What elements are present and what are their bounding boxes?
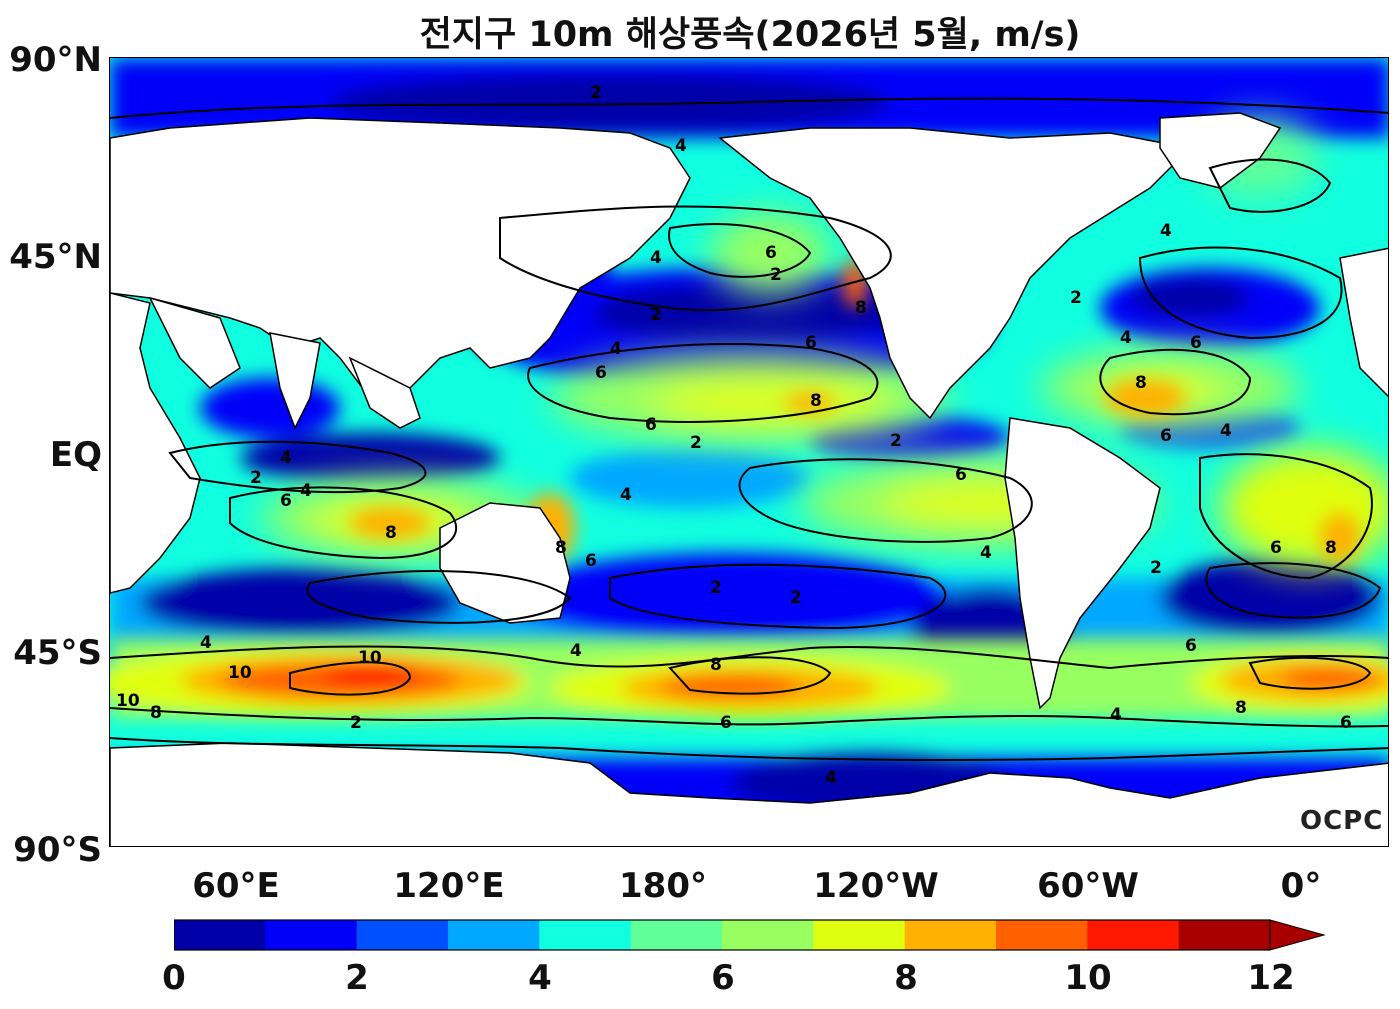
contour-label: 4 <box>570 641 582 661</box>
contour-label: 6 <box>595 363 607 383</box>
contour-label: 6 <box>1340 713 1352 733</box>
colorbar-segment <box>174 920 266 950</box>
colorbar-tick-4: 4 <box>528 958 552 998</box>
colorbar-tick-2: 2 <box>345 958 369 998</box>
contour-label: 6 <box>280 491 292 511</box>
lon-label-120e: 120°E <box>393 866 505 906</box>
lat-label-eq: EQ <box>49 435 102 475</box>
contour-label: 4 <box>1110 705 1122 725</box>
colorbar-border <box>174 919 1271 951</box>
contour-label: 6 <box>1190 333 1202 353</box>
contour-label: 4 <box>1120 328 1132 348</box>
contour-label: 6 <box>720 713 732 733</box>
contour-label: 2 <box>250 468 262 488</box>
contour-label: 6 <box>1160 426 1172 446</box>
contour-label: 4 <box>200 633 212 653</box>
contour-label: 6 <box>1185 636 1197 656</box>
contour-label: 4 <box>280 448 292 468</box>
contour-label: 10 <box>116 691 140 711</box>
contour-label: 4 <box>1160 221 1172 241</box>
wind-speed-map: 2 2 2 2 2 2 2 2 2 2 2 4 4 4 4 4 4 4 4 4 … <box>109 57 1389 847</box>
land-masses <box>110 112 1388 846</box>
contour-label: 2 <box>1070 288 1082 308</box>
contour-label: 8 <box>150 703 162 723</box>
contour-label: 2 <box>350 713 362 733</box>
contour-label: 2 <box>690 433 702 453</box>
contour-label: 6 <box>645 415 657 435</box>
contour-label: 6 <box>765 243 777 263</box>
lat-label-90s: 90°S <box>13 830 102 870</box>
contour-label: 4 <box>300 481 312 501</box>
colorbar-segment <box>904 920 997 950</box>
map-title: 전지구 10m 해상풍속(2026년 5월, m/s) <box>419 15 1081 55</box>
map-canvas: 2 2 2 2 2 2 2 2 2 2 2 4 4 4 4 4 4 4 4 4 … <box>110 58 1388 846</box>
colorbar-tick-6: 6 <box>711 958 735 998</box>
colorbar-segment <box>448 920 540 950</box>
contour-label: 2 <box>710 578 722 598</box>
contour-label: 2 <box>1150 558 1162 578</box>
colorbar-tick-10: 10 <box>1064 958 1112 998</box>
contour-label: 8 <box>710 655 722 675</box>
contour-label: 8 <box>385 523 397 543</box>
contour-label: 6 <box>955 465 967 485</box>
contour-label: 8 <box>555 538 567 558</box>
contour-label: 2 <box>890 431 902 451</box>
contour-label: 4 <box>650 248 662 268</box>
contour-label: 8 <box>1235 698 1247 718</box>
contour-label: 4 <box>610 339 622 359</box>
colorbar-segment <box>813 920 906 950</box>
contour-label: 6 <box>1270 538 1282 558</box>
contour-label: 2 <box>650 305 662 325</box>
lat-label-45s: 45°S <box>13 633 102 673</box>
contour-lines <box>110 97 1388 761</box>
lon-label-60w: 60°W <box>1037 866 1139 906</box>
colorbar-segment <box>630 920 723 950</box>
contour-label: 8 <box>1325 538 1337 558</box>
contour-label: 6 <box>585 551 597 571</box>
contour-label: 4 <box>825 768 837 788</box>
colorbar-segment <box>265 920 358 950</box>
colorbar-segment <box>996 920 1088 950</box>
colorbar-extend-arrow <box>1269 919 1326 951</box>
ocpc-watermark: OCPC <box>1300 806 1384 836</box>
contour-label: 2 <box>790 588 802 608</box>
lon-label-0: 0° <box>1280 866 1322 906</box>
contour-label: 4 <box>1220 421 1232 441</box>
lon-label-120w: 120°W <box>813 866 939 906</box>
lat-label-90n: 90°N <box>9 40 102 80</box>
lon-label-60e: 60°E <box>192 866 280 906</box>
colorbar-tick-0: 0 <box>162 958 186 998</box>
contour-label: 10 <box>228 663 252 683</box>
contour-label: 2 <box>590 83 602 103</box>
lon-label-180: 180° <box>619 866 707 906</box>
contour-label: 4 <box>620 485 632 505</box>
contour-label: 10 <box>358 648 382 668</box>
colorbar-segment <box>1087 920 1180 950</box>
contour-label: 6 <box>805 333 817 353</box>
colorbar-tick-12: 12 <box>1247 958 1295 998</box>
colorbar-segment <box>722 920 814 950</box>
contour-label: 2 <box>770 265 782 285</box>
colorbar-tick-8: 8 <box>894 958 918 998</box>
contour-label: 4 <box>675 136 687 156</box>
contour-label: 8 <box>810 391 822 411</box>
contour-label: 4 <box>980 543 992 563</box>
colorbar <box>174 919 1326 951</box>
lat-label-45n: 45°N <box>9 237 102 277</box>
colorbar-segment <box>539 920 632 950</box>
colorbar-segment <box>356 920 449 950</box>
colorbar-segment <box>1178 920 1271 950</box>
contour-label: 8 <box>1135 373 1147 393</box>
contour-label: 8 <box>855 298 867 318</box>
